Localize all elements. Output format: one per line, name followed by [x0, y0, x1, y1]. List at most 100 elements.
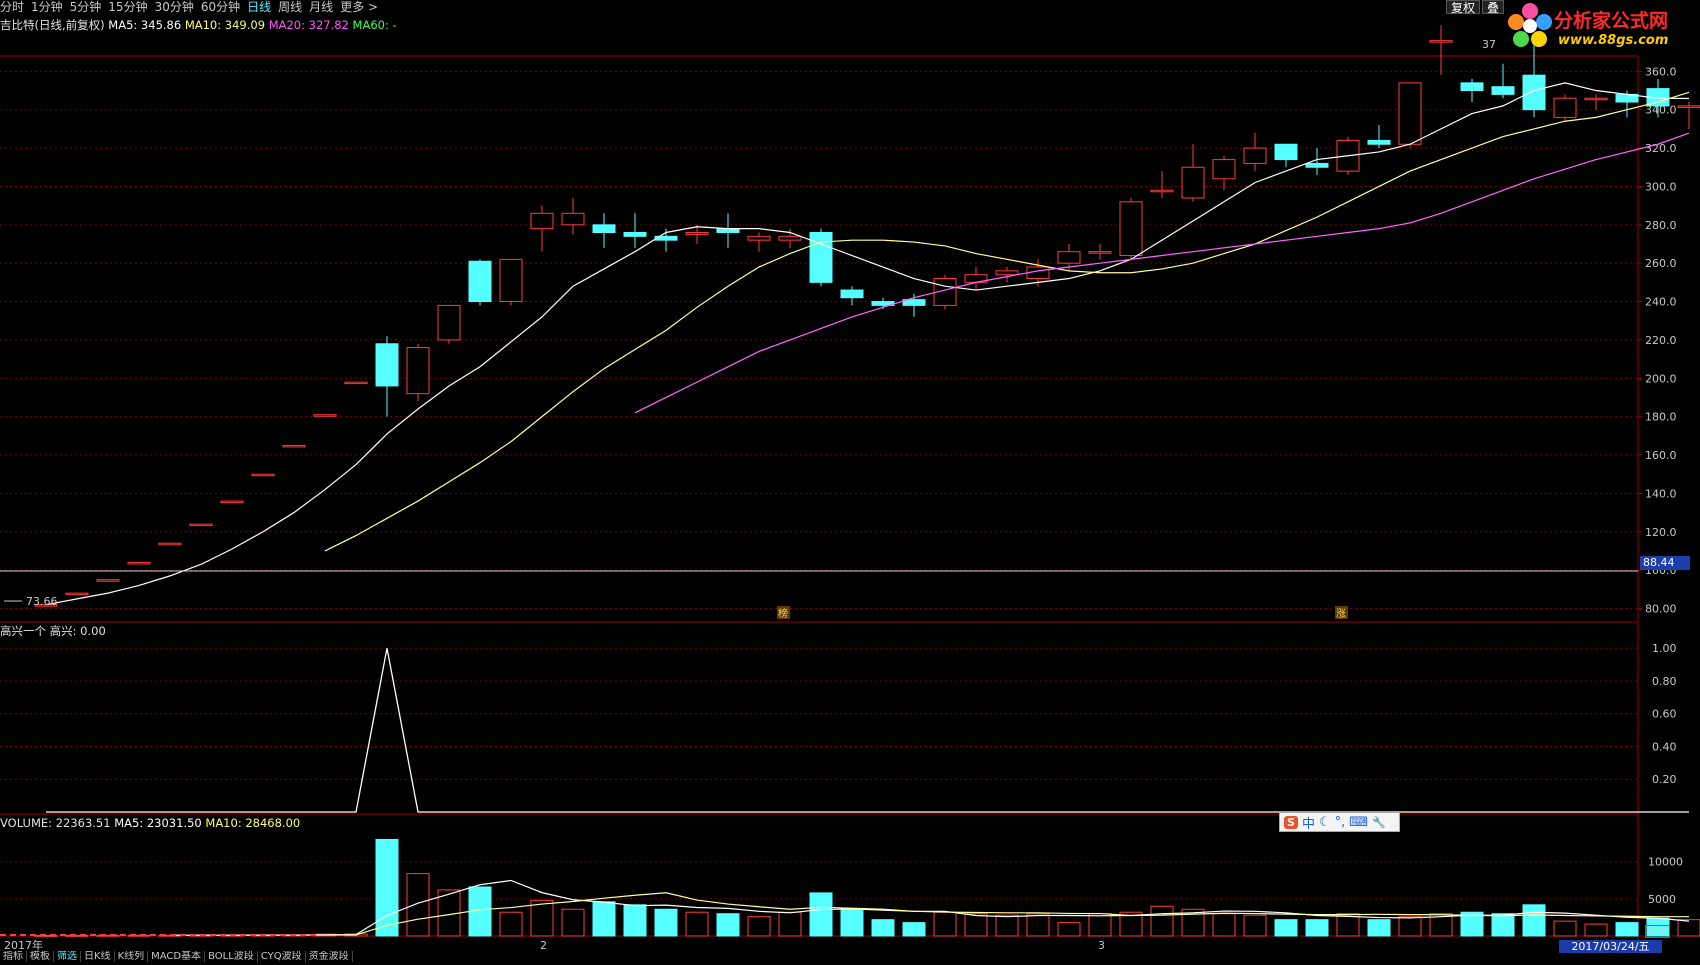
candle-body [623, 231, 647, 237]
candle-body [747, 235, 771, 241]
price-tick-label: 340.0 [1645, 104, 1677, 117]
moon-icon[interactable]: ☾ [1318, 814, 1331, 830]
candle-body [1460, 82, 1484, 92]
candle-body [561, 212, 585, 226]
indicator-title: 高兴一个 [0, 624, 46, 638]
volume-bar [1305, 919, 1329, 937]
bottom-tab[interactable]: 指标 [0, 951, 27, 962]
bottom-tabs: 指标 模板 筛选 日K线 K线列 MACD基本 BOLL波段 CYQ波段 资金波段 [0, 951, 353, 962]
x-axis-label: 2 [540, 939, 547, 952]
volume-bar [623, 904, 647, 937]
volume-tick-label: 5000 [1648, 893, 1676, 906]
timeframe-tab[interactable]: 60分钟 [200, 0, 241, 14]
volume-bar [406, 873, 430, 937]
volume-bar [1336, 913, 1360, 937]
volume-bar [561, 908, 585, 937]
price-tick-label: 140.0 [1645, 487, 1677, 500]
ma10-label: MA10: 349.09 [184, 18, 266, 32]
bottom-tab[interactable]: CYQ波段 [258, 951, 306, 962]
bottom-tab[interactable]: 模板 [27, 951, 54, 962]
volume-ma10-label: MA10: 28468.00 [205, 816, 301, 830]
volume-tick-label: 10000 [1648, 856, 1683, 869]
indicator-tick-label: 1.00 [1652, 642, 1677, 655]
event-badge [1335, 606, 1348, 619]
timeframe-tab[interactable]: 周线 [278, 0, 303, 14]
price-tick-label: 120.0 [1645, 526, 1677, 539]
volume-bar [1243, 914, 1267, 937]
candle-body [375, 343, 399, 387]
candle-body [809, 231, 833, 283]
indicator-line [46, 648, 1689, 813]
volume-bar [592, 901, 616, 937]
timeframe-tab[interactable]: 15分钟 [108, 0, 148, 14]
timeframe-tab[interactable]: 日线 [247, 0, 272, 14]
x-axis-label: 2017年 [4, 938, 43, 952]
candle-body [778, 235, 802, 241]
keyboard-icon[interactable]: ⌨ [1349, 814, 1369, 830]
candle-body [220, 500, 244, 504]
timeframe-tab[interactable]: 分时 [0, 0, 25, 14]
volume-bar [530, 899, 554, 937]
candle-body [1584, 97, 1608, 101]
candle-body [282, 444, 306, 448]
x-axis-label: 3 [1098, 939, 1105, 952]
bottom-tab[interactable]: 筛选 [54, 951, 81, 962]
timeframe-tab[interactable]: 30分钟 [154, 0, 194, 14]
ma5-line [45, 82, 1690, 606]
price-tick-label: 260.0 [1645, 257, 1677, 270]
overlay-button[interactable]: 叠 [1482, 0, 1505, 15]
ime-toolbar[interactable]: S 中 ☾ °, ⌨ 🔧 [1279, 812, 1400, 832]
candle-body [251, 473, 275, 477]
price-tick-label: 80.00 [1645, 602, 1677, 615]
volume-bar [964, 913, 988, 937]
volume-bar [1119, 911, 1143, 937]
settings-wrench-icon[interactable]: 🔧 [1372, 815, 1386, 829]
stock-title: 吉比特(日线,前复权) [0, 18, 105, 32]
candle-body [654, 235, 678, 241]
volume-bar [1677, 919, 1700, 937]
candle-body [406, 347, 430, 395]
candle-body [592, 224, 616, 233]
volume-bar [933, 911, 957, 937]
bottom-tab[interactable]: K线列 [115, 951, 149, 962]
last-price-label: 88.44 [1640, 556, 1690, 570]
indicator-tick-label: 0.40 [1652, 740, 1677, 753]
indicator-panel-header: 高兴一个 高兴: 0.00 [0, 624, 106, 638]
volume-bar [375, 838, 399, 937]
candle-body [530, 212, 554, 230]
candle-body [1305, 162, 1329, 168]
bottom-tab[interactable]: 资金波段 [306, 951, 353, 962]
volume-scale-label[interactable]: X10 [1645, 925, 1670, 938]
restore-rights-button[interactable]: 复权 [1446, 0, 1481, 15]
candle-body [902, 299, 926, 306]
volume-bar [654, 908, 678, 937]
indicator-tick-label: 0.20 [1652, 773, 1677, 786]
candle-body [189, 523, 213, 527]
price-tick-label: 160.0 [1645, 449, 1677, 462]
candle-body [1429, 40, 1453, 43]
bottom-tab[interactable]: MACD基本 [148, 951, 206, 962]
event-label: 榜 [778, 607, 788, 620]
bottom-tab[interactable]: BOLL波段 [205, 951, 258, 962]
volume-bar [902, 922, 926, 937]
punctuation-icon[interactable]: °, [1334, 814, 1346, 830]
volume-bar [1584, 923, 1608, 937]
timeframe-bar: 分时 1分钟 5分钟 15分钟 30分钟 60分钟 日线 周线 月线 更多 > [0, 0, 1700, 14]
bottom-tab[interactable]: 日K线 [81, 951, 115, 962]
volume-bar [685, 911, 709, 937]
site-logo: 分析家公式网 www.88gs.com [1506, 0, 1700, 54]
timeframe-tab[interactable]: 5分钟 [69, 0, 102, 14]
high-marker-label: 37 [1482, 38, 1496, 51]
price-panel-header: 吉比特(日线,前复权) MA5: 345.86 MA10: 349.09 MA2… [0, 18, 397, 32]
timeframe-tab[interactable]: 1分钟 [31, 0, 63, 14]
timeframe-tab[interactable]: 月线 [309, 0, 334, 14]
candle-body [468, 260, 492, 303]
candle-body [65, 592, 89, 596]
volume-bar [1460, 911, 1484, 937]
chinese-mode-icon[interactable]: 中 [1301, 816, 1315, 832]
timeframe-tab[interactable]: 更多 > [340, 0, 379, 14]
sogou-icon[interactable]: S [1284, 815, 1298, 829]
price-tick-label: 280.0 [1645, 219, 1677, 232]
candle-body [1274, 143, 1298, 161]
